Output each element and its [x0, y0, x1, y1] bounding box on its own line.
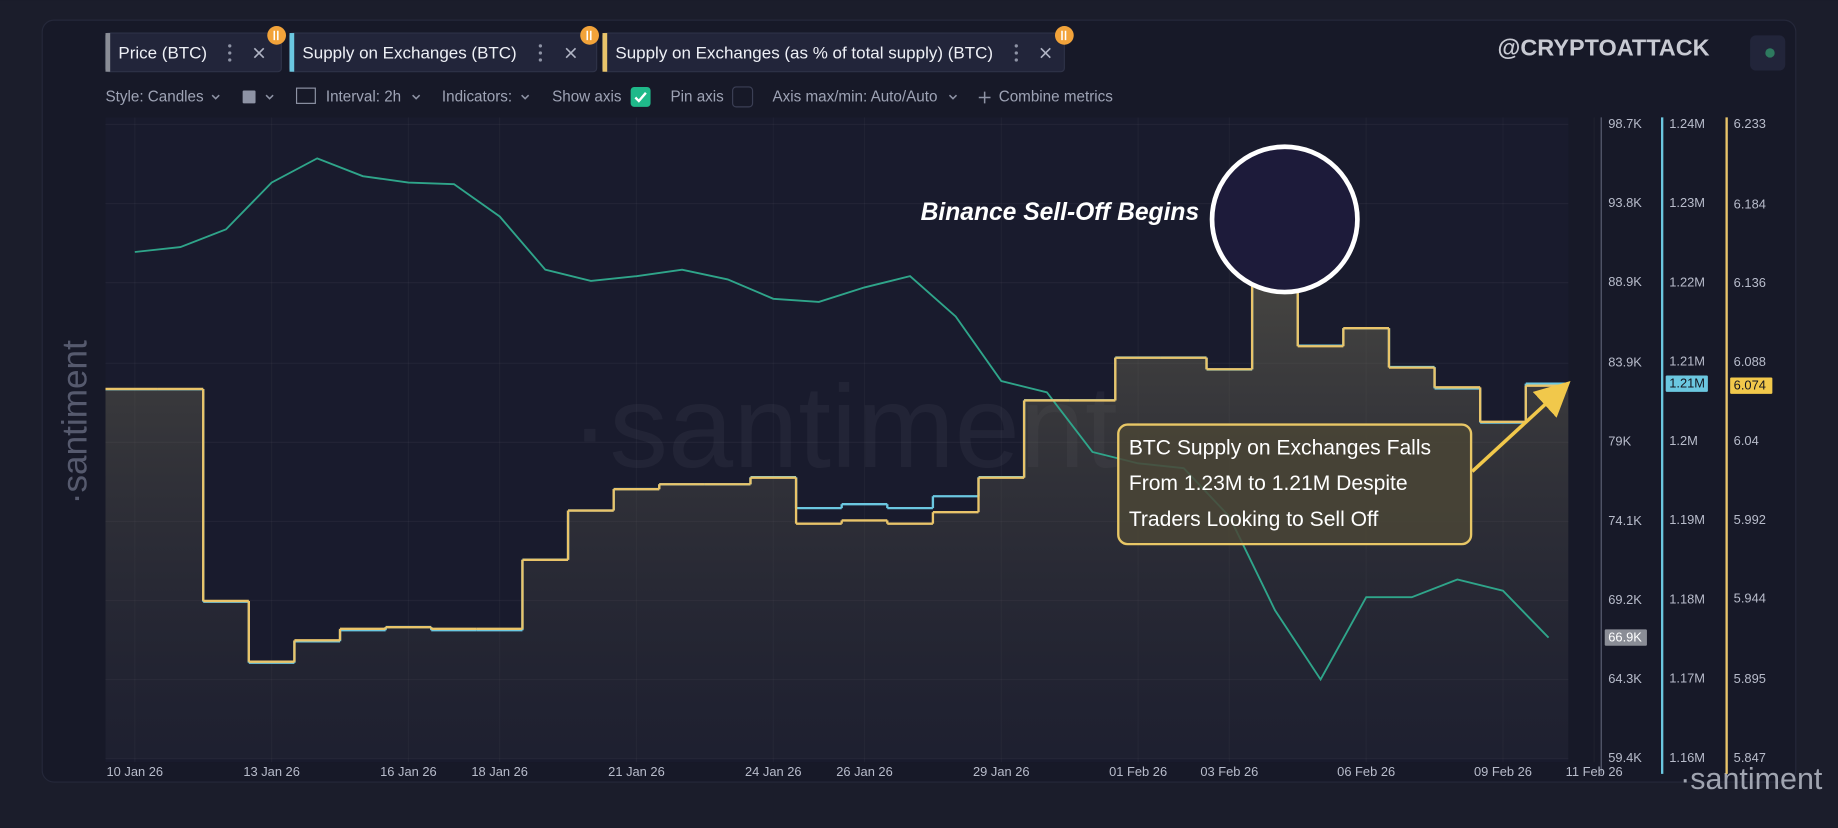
- y-tick-label: 6.136: [1734, 275, 1766, 290]
- y-tick-label: 1.22M: [1669, 274, 1705, 289]
- last-value-badge: [1665, 375, 1708, 392]
- last-value-label: 1.21M: [1669, 376, 1705, 391]
- chevrons: [211, 94, 958, 100]
- last-value-label: 6.074: [1734, 378, 1766, 393]
- annotations: Binance Sell-Off Begins BTC Supply on Ex…: [921, 144, 1571, 546]
- y-tick-label: 64.3K: [1608, 671, 1642, 686]
- tab-color: [602, 33, 608, 72]
- y-tick-label: 1.18M: [1669, 591, 1705, 606]
- watermark: ·santiment: [56, 340, 95, 504]
- callout-line: From 1.23M to 1.21M Despite: [1129, 472, 1408, 495]
- y-tick-label: 6.088: [1734, 354, 1766, 369]
- y-tick-label: 1.16M: [1669, 750, 1705, 765]
- toggle-dot: [1765, 48, 1775, 58]
- coin-icons: [267, 26, 1074, 45]
- x-tick-label: 18 Jan 26: [471, 764, 528, 779]
- y-tick-label: 98.7K: [1608, 116, 1642, 131]
- watermark: ·santiment: [1680, 762, 1823, 796]
- y-tick-label: 6.233: [1734, 116, 1766, 131]
- color-select[interactable]: [242, 90, 256, 104]
- show-axis-label: Show axis: [552, 89, 622, 106]
- style-select[interactable]: Style: Candles: [105, 89, 204, 106]
- x-tick-label: 03 Feb 26: [1200, 764, 1258, 779]
- y-tick-label: 1.17M: [1669, 671, 1705, 686]
- y-tick-label: 5.847: [1734, 750, 1766, 765]
- annotation: Binance Sell-Off Begins: [921, 199, 1200, 226]
- y-tick-label: 69.2K: [1608, 592, 1642, 607]
- x-tick-label: 06 Feb 26: [1337, 764, 1395, 779]
- show-axis-checkbox[interactable]: [630, 86, 651, 107]
- x-tick-label: 10 Jan 26: [107, 764, 164, 779]
- pin-axis-checkbox[interactable]: [732, 86, 754, 108]
- x-tick-label: 29 Jan 26: [973, 764, 1030, 779]
- y-tick-label: 93.8K: [1608, 195, 1642, 210]
- y-tick-label: 79K: [1608, 434, 1631, 449]
- interval-select[interactable]: Interval: 2h: [326, 89, 401, 106]
- price-line: [134, 157, 1550, 682]
- close-icons[interactable]: [253, 47, 1051, 59]
- plus-icon: [978, 91, 991, 104]
- tab-color: [105, 33, 111, 72]
- highlight-circle: [1209, 144, 1360, 295]
- handle: @CRYPTOATTACK: [1498, 35, 1710, 61]
- check-icon: [634, 92, 647, 103]
- x-tick-label: 13 Jan 26: [243, 764, 300, 779]
- y-tick-label: 5.944: [1734, 591, 1766, 606]
- tab-label: Supply on Exchanges (as % of total suppl…: [615, 44, 993, 63]
- x-tick-label: 11 Feb 26: [1566, 764, 1623, 779]
- pin-axis-label: Pin axis: [670, 89, 724, 106]
- y-tick-label: 1.2M: [1669, 433, 1698, 448]
- last-value-badge: [1730, 377, 1773, 394]
- toolbar: Style: Candles Interval: 2h Indicators: …: [105, 86, 1114, 108]
- callout-line: Traders Looking to Sell Off: [1129, 508, 1379, 531]
- interval-icon: [295, 87, 316, 104]
- tab-label: Price (BTC): [118, 44, 207, 63]
- combine-metrics[interactable]: Combine metrics: [999, 89, 1114, 106]
- y-tick-label: 1.24M: [1669, 116, 1705, 131]
- y-tick-label: 59.4K: [1608, 750, 1642, 765]
- y-tick-label: 88.9K: [1608, 274, 1642, 289]
- y-tick-label: 83.9K: [1608, 355, 1642, 370]
- x-tick-label: 26 Jan 26: [836, 764, 893, 779]
- y-tick-label: 1.21M: [1669, 354, 1705, 369]
- y-tick-label: 1.23M: [1669, 195, 1705, 210]
- x-tick-label: 01 Feb 26: [1109, 764, 1167, 779]
- menu-icons[interactable]: [228, 44, 1018, 62]
- y-tick-label: 6.184: [1734, 196, 1766, 211]
- callout-line: BTC Supply on Exchanges Falls: [1129, 437, 1431, 460]
- x-tick-label: 21 Jan 26: [608, 764, 665, 779]
- y-tick-label: 5.992: [1734, 512, 1766, 527]
- callout-box: [1117, 423, 1473, 546]
- y-tick-label: 74.1K: [1608, 513, 1642, 528]
- y-tick-label: 5.895: [1734, 671, 1766, 686]
- x-tick-label: 24 Jan 26: [745, 764, 802, 779]
- axis-range-select[interactable]: Axis max/min: Auto/Auto: [772, 89, 937, 106]
- callout-arrow: [1471, 381, 1571, 473]
- tab-color: [289, 33, 295, 72]
- tabs: Price (BTC) Supply on Exchanges (BTC) Su…: [104, 26, 1074, 73]
- last-value-badge: [1604, 629, 1647, 646]
- tab-label: Supply on Exchanges (BTC): [302, 44, 516, 63]
- y-tick-label: 6.04: [1734, 433, 1759, 448]
- x-tick-label: 16 Jan 26: [380, 764, 437, 779]
- axes: 98.7K 93.8K 88.9K 83.9K 79K 74.1K 69.2K 64.3K 59…: [107, 116, 1773, 779]
- y-tick-label: 1.19M: [1669, 512, 1705, 527]
- indicators-select[interactable]: Indicators:: [442, 89, 512, 106]
- last-value-label: 66.9K: [1608, 630, 1642, 645]
- x-tick-label: 09 Feb 26: [1474, 764, 1532, 779]
